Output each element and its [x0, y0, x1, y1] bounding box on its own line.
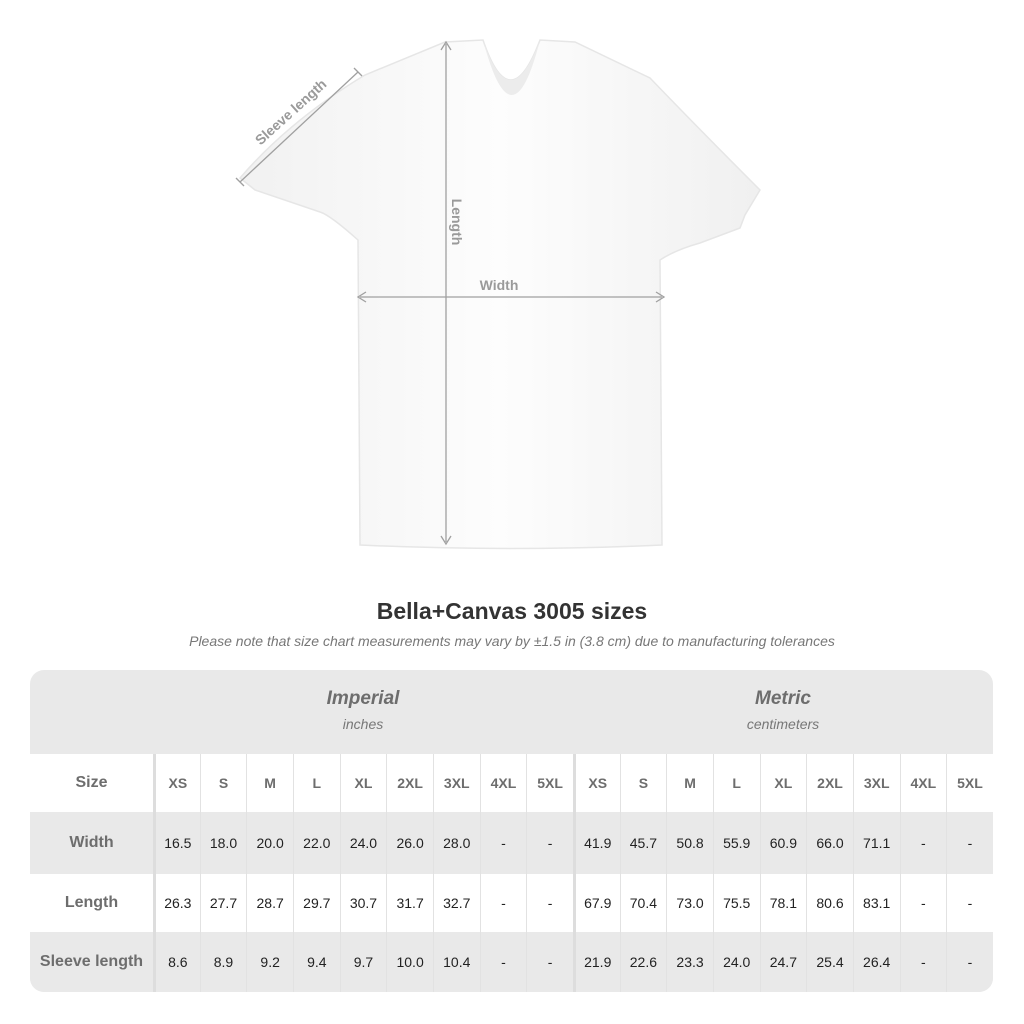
metric-value-cell: 80.6 [806, 874, 853, 932]
size-header-cell: M [666, 754, 713, 812]
imperial-value-cell: 9.4 [292, 932, 340, 992]
imperial-value-cell: - [526, 932, 573, 992]
metric-value-cell: 83.1 [852, 874, 900, 932]
row-label: Width [69, 834, 114, 851]
imperial-value-cell: 9.7 [339, 932, 387, 992]
imperial-value-cell: 32.7 [432, 874, 480, 932]
imperial-value-cell: 10.4 [432, 932, 480, 992]
metric-value-cell: 60.9 [759, 812, 807, 874]
row-label: Size [75, 774, 108, 791]
row-label: Sleeve length [39, 953, 144, 970]
table-row: Length 26.3 27.7 28.7 29.7 30.7 31.7 32.7- -67.9… [30, 874, 993, 932]
metric-value-cell: 25.4 [806, 932, 853, 992]
imperial-value-cell: 8.9 [199, 932, 247, 992]
metric-unit: centimeters [746, 716, 820, 732]
imperial-value-cell: - [526, 812, 573, 874]
row-label: Length [64, 894, 119, 911]
imperial-value-cell: - [479, 874, 527, 932]
page-title: Bella+Canvas 3005 sizes [376, 598, 648, 624]
imperial-header: Imperial inches [153, 670, 573, 754]
metric-value-cell: 22.6 [619, 932, 667, 992]
tshirt-diagram: Sleeve length Length Width [235, 39, 761, 550]
table-row: Sleeve length 8.6 8.9 9.2 9.4 9.7 10.0 10.4- -21… [30, 932, 993, 992]
imperial-value-cell: - [526, 874, 573, 932]
size-header-cell: L [292, 754, 340, 812]
imperial-value-cell: 8.6 [153, 932, 200, 992]
metric-value-cell: 23.3 [666, 932, 713, 992]
size-header-cell: S [619, 754, 667, 812]
imperial-title: Imperial [326, 688, 400, 709]
metric-value-cell: - [946, 812, 993, 874]
metric-value-cell: 26.4 [852, 932, 900, 992]
metric-value-cell: 75.5 [712, 874, 760, 932]
imperial-value-cell: 31.7 [386, 874, 433, 932]
metric-value-cell: 73.0 [666, 874, 713, 932]
size-header-cell: 4XL [899, 754, 947, 812]
metric-value-cell: 41.9 [572, 812, 620, 874]
imperial-unit: inches [342, 716, 384, 732]
metric-value-cell: - [899, 812, 947, 874]
imperial-value-cell: 29.7 [292, 874, 340, 932]
size-header-cell: 2XL [806, 754, 853, 812]
imperial-value-cell: 30.7 [339, 874, 387, 932]
metric-value-cell: 24.7 [759, 932, 807, 992]
imperial-value-cell: 26.3 [153, 874, 200, 932]
metric-value-cell: - [899, 874, 947, 932]
metric-value-cell: 70.4 [619, 874, 667, 932]
metric-value-cell: - [946, 874, 993, 932]
imperial-value-cell: - [479, 932, 527, 992]
imperial-value-cell: 20.0 [246, 812, 293, 874]
size-header-cell: 3XL [852, 754, 900, 812]
size-header-cell: 4XL [479, 754, 527, 812]
table-row: Width 16.5 18.0 20.0 22.0 24.0 26.0 28.0- -41.9 4… [30, 812, 993, 874]
size-header-cell: L [712, 754, 760, 812]
size-header-cell: 2XL [386, 754, 433, 812]
imperial-value-cell: 24.0 [339, 812, 387, 874]
size-header-cell: XL [759, 754, 807, 812]
size-header-cell: 5XL [946, 754, 993, 812]
size-header-cell: XL [339, 754, 387, 812]
sleeve-measure-line [239, 71, 359, 183]
metric-value-cell: 55.9 [712, 812, 760, 874]
metric-value-cell: 78.1 [759, 874, 807, 932]
metric-title: Metric [755, 688, 811, 709]
size-header-cell: S [199, 754, 247, 812]
tshirt-shape [238, 39, 761, 550]
imperial-value-cell: 26.0 [386, 812, 433, 874]
size-header-cell: M [246, 754, 293, 812]
metric-value-cell: - [899, 932, 947, 992]
metric-value-cell: 66.0 [806, 812, 853, 874]
imperial-value-cell: 22.0 [292, 812, 340, 874]
size-header-cell: XS [153, 754, 200, 812]
metric-value-cell: 67.9 [572, 874, 620, 932]
width-label: Width [480, 277, 519, 293]
imperial-value-cell: 28.0 [432, 812, 480, 874]
size-header-cell: XS [572, 754, 620, 812]
imperial-value-cell: 16.5 [153, 812, 200, 874]
metric-header: Metric centimeters [573, 670, 993, 754]
metric-value-cell: 21.9 [572, 932, 620, 992]
imperial-value-cell: 27.7 [199, 874, 247, 932]
imperial-value-cell: 9.2 [246, 932, 293, 992]
size-header-cell: 3XL [432, 754, 480, 812]
length-label: Length [449, 199, 465, 246]
metric-value-cell: - [946, 932, 993, 992]
imperial-value-cell: 18.0 [199, 812, 247, 874]
size-header-cell: 5XL [526, 754, 573, 812]
imperial-value-cell: - [479, 812, 527, 874]
metric-value-cell: 71.1 [852, 812, 900, 874]
tolerance-note: Please note that size chart measurements… [189, 633, 835, 649]
imperial-value-cell: 10.0 [386, 932, 433, 992]
size-table: Imperial inches Metric centimeters Size X… [30, 670, 993, 992]
size-header-row: Size XS S M L XL 2XL 3XL 4XL 5XL XS S M L XL 2XL 3XL 4XL 5… [30, 754, 993, 812]
metric-value-cell: 50.8 [666, 812, 713, 874]
imperial-value-cell: 28.7 [246, 874, 293, 932]
metric-value-cell: 24.0 [712, 932, 760, 992]
metric-value-cell: 45.7 [619, 812, 667, 874]
